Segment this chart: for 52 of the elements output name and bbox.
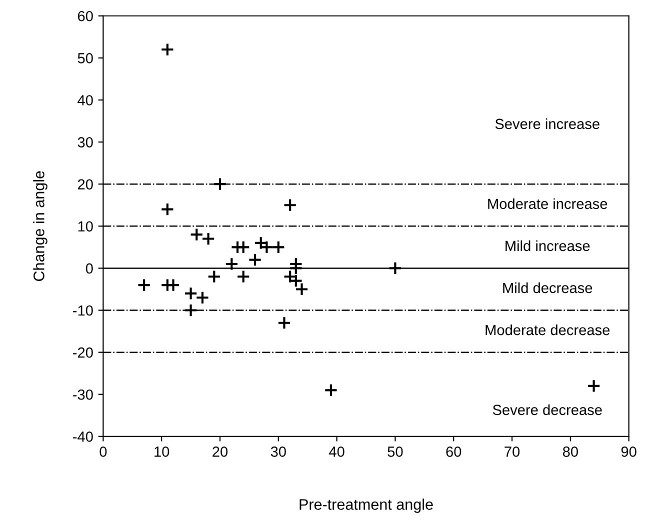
x-tick-label: 50 (388, 446, 403, 457)
x-axis-title: Pre-treatment angle (300, 498, 433, 513)
y-tick-label: 20 (78, 179, 93, 190)
point (160, 42, 174, 56)
point (184, 286, 198, 300)
point (213, 177, 227, 191)
point (201, 232, 216, 246)
point (160, 202, 174, 216)
x-tick-label: 0 (100, 446, 107, 457)
point (248, 252, 262, 267)
point (388, 261, 402, 276)
point (260, 240, 274, 254)
y-tick-label: -10 (73, 305, 93, 316)
annotation: Mild decrease (503, 282, 592, 294)
point (254, 236, 268, 250)
annotation: Mild increase (506, 240, 590, 252)
point (277, 316, 292, 330)
point (224, 257, 239, 271)
point (272, 240, 286, 254)
point (236, 270, 250, 284)
y-tick-label: -40 (73, 432, 93, 442)
annotation: Moderate increase (488, 198, 608, 210)
point (324, 383, 338, 398)
x-tick-label: 20 (212, 446, 228, 457)
point (196, 290, 210, 304)
annotation: Severe increase (495, 118, 600, 130)
point (184, 303, 198, 318)
point (190, 228, 204, 242)
x-tick-label: 70 (504, 446, 520, 457)
y-tick-label: 10 (78, 221, 93, 232)
y-tick-label: 40 (78, 95, 93, 106)
x-tick-label: 10 (154, 446, 170, 457)
point (294, 282, 309, 296)
point (289, 274, 303, 288)
y-tick-label: 60 (78, 10, 93, 22)
point (207, 270, 221, 284)
annotation: Moderate decrease (486, 324, 610, 336)
x-tick-label: 30 (270, 446, 286, 457)
point (586, 379, 601, 393)
x-tick-label: 80 (562, 446, 578, 457)
y-tick-label: -30 (73, 389, 93, 400)
point (283, 198, 297, 212)
y-tick-label: 30 (78, 137, 93, 148)
x-tick-label: 90 (621, 446, 636, 457)
y-axis-title: Change in angle (33, 171, 48, 282)
y-tick-label: -20 (73, 347, 93, 358)
annotation: Severe decrease (492, 404, 602, 416)
x-tick-label: 40 (329, 446, 344, 457)
point (137, 278, 151, 292)
x-tick-label: 60 (446, 446, 462, 457)
y-tick-label: 0 (86, 263, 93, 274)
y-tick-label: 50 (78, 53, 93, 64)
